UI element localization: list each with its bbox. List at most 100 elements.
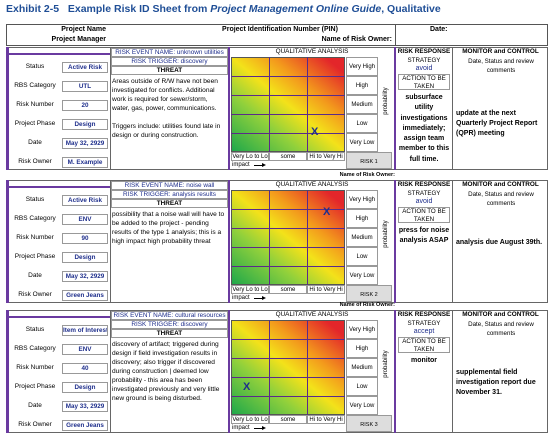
analysis-title: QUALITATIVE ANALYSIS [275, 311, 349, 318]
heatmap-grid [269, 57, 270, 152]
probability-level: Very Low [346, 133, 378, 152]
impact-arrowhead [262, 163, 266, 167]
impact-arrowhead [262, 296, 266, 300]
field-label: Status [25, 63, 45, 70]
event-name: RISK EVENT NAME: unknown utilities [111, 48, 228, 57]
field-label: Date [28, 139, 42, 146]
action-text: monitor [410, 357, 438, 364]
analysis-title: QUALITATIVE ANALYSIS [275, 181, 349, 188]
impact-arrow [254, 428, 264, 429]
heatmap-grid [231, 133, 345, 134]
strategy-label: STRATEGY [407, 57, 441, 64]
field-label: Project Phase [14, 120, 56, 127]
description-paragraph: possibility that a noise wall will have … [112, 211, 225, 245]
title-prefix: Example Risk ID Sheet from [67, 3, 208, 15]
event-divider [110, 310, 111, 433]
field-label: Risk Owner [18, 158, 52, 165]
field-value: Item of Interest [62, 325, 108, 336]
field-label: Risk Owner [18, 291, 52, 298]
strategy-label: STRATEGY [407, 320, 441, 327]
event-name: RISK EVENT NAME: cultural resources [111, 311, 228, 320]
field-label: Project Phase [14, 253, 56, 260]
risk-trigger: RISK TRIGGER: discovery [111, 320, 228, 329]
impact-level: Very Lo to Lo [231, 152, 269, 161]
exhibit-label: Exhibit 2-5 [6, 3, 60, 15]
owner-separator: Name of Risk Owner: [339, 302, 395, 308]
monitor-subtitle: Date, Status and review comments [468, 58, 534, 74]
impact-level: Very Lo to Lo [231, 285, 269, 294]
threat-label: THREAT [111, 329, 228, 338]
purple-top [8, 53, 110, 55]
strategy-label: STRATEGY [407, 190, 441, 197]
heatmap-grid [307, 57, 308, 152]
response-title: RISK RESPONSE [397, 311, 451, 318]
field-label: RBS Category [14, 82, 56, 89]
field-value: May 32, 2929 [62, 138, 108, 149]
project-manager-label: Project Manager [51, 36, 106, 43]
risk-number-box: RISK 1 [346, 152, 392, 169]
field-value: ENV [62, 214, 108, 225]
event-divider [110, 47, 111, 170]
field-label: Risk Number [16, 101, 54, 108]
impact-level: some [269, 152, 307, 161]
heatmap-grid [231, 209, 345, 210]
heatmap-grid [231, 358, 345, 359]
pin-label: Project Identification Number (PIN) [222, 26, 338, 33]
impact-level: Hi to Very Hi [307, 285, 345, 294]
risk-marker: X [311, 126, 319, 138]
monitor-title: MONITOR and CONTROL [462, 311, 539, 318]
response-title: RISK RESPONSE [397, 48, 451, 55]
field-label: Project Phase [14, 383, 56, 390]
risk-trigger: RISK TRIGGER: analysis results [111, 190, 228, 199]
field-label: Risk Number [16, 364, 54, 371]
risk-marker: X [323, 206, 331, 218]
analysis-frame [228, 47, 396, 170]
probability-level: Very High [346, 57, 378, 76]
field-label: Status [25, 326, 45, 333]
strategy-value: avoid [415, 65, 433, 72]
threat-label: THREAT [111, 66, 228, 75]
heatmap-grid [307, 320, 308, 415]
field-value: May 33, 2929 [62, 401, 108, 412]
heatmap-grid [231, 95, 345, 96]
impact-label: impact [232, 425, 250, 431]
field-label: Status [25, 196, 45, 203]
response-title: RISK RESPONSE [397, 181, 451, 188]
heatmap-grid [307, 190, 308, 285]
purple-top [8, 186, 110, 188]
description: possibility that a noise wall will have … [112, 210, 227, 301]
heatmap [231, 320, 345, 415]
field-label: Risk Owner [18, 421, 52, 428]
monitor-comment: analysis due August 39th. [456, 239, 543, 246]
strategy-value: accept [413, 328, 435, 335]
monitor-subtitle: Date, Status and review comments [468, 191, 534, 207]
probability-level: Medium [346, 358, 378, 377]
heatmap-grid [231, 339, 345, 340]
impact-label: impact [232, 295, 250, 301]
project-name-label: Project Name [61, 26, 106, 33]
action-text: subsurface utility investigations immedi… [398, 94, 450, 163]
field-label: Date [28, 402, 42, 409]
risk-trigger: RISK TRIGGER: discovery [111, 57, 228, 66]
impact-arrowhead [262, 426, 266, 430]
purple-top [8, 316, 110, 318]
probability-label: probability [383, 87, 389, 115]
probability-level: Very High [346, 320, 378, 339]
probability-level: Medium [346, 228, 378, 247]
probability-level: Low [346, 377, 378, 396]
description-paragraph: Triggers include: utilities found late i… [112, 123, 221, 139]
purple-edge [6, 47, 9, 170]
heatmap-grid [231, 396, 345, 397]
probability-label: probability [383, 220, 389, 248]
threat-label: THREAT [111, 199, 228, 208]
response-divider [452, 180, 453, 303]
heatmap [231, 190, 345, 285]
impact-level: Hi to Very Hi [307, 415, 345, 424]
field-label: RBS Category [14, 215, 56, 222]
impact-arrow [254, 165, 264, 166]
risk-number-box: RISK 3 [346, 415, 392, 432]
field-value: 40 [62, 363, 108, 374]
header-frame [6, 24, 548, 46]
field-value: UTL [62, 81, 108, 92]
